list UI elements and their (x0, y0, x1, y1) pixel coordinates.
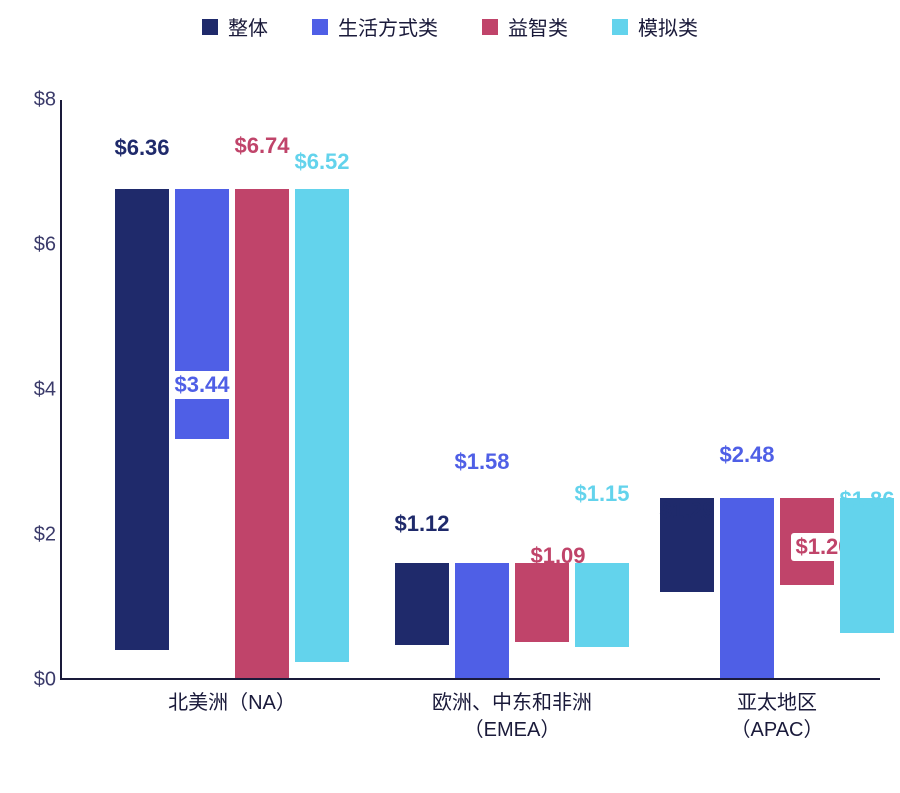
bar-group-apac: $1.29$2.48$1.20$1.86 (660, 498, 894, 678)
bar-value-label: $1.15 (557, 481, 647, 507)
bar-rect (515, 563, 569, 642)
bar-na-lifestyle: $3.44 (175, 189, 229, 678)
bar-emea-lifestyle: $1.58 (455, 563, 509, 678)
bar-emea-sim: $1.15 (575, 563, 629, 678)
bar-emea-puzzle: $1.09 (515, 563, 569, 678)
legend-label-overall: 整体 (228, 12, 268, 41)
x-axis-label-apac: 亚太地区（APAC） (657, 690, 897, 744)
bar-value-label: $6.36 (97, 135, 187, 161)
x-axis-label-line2: （EMEA） (392, 717, 632, 744)
bar-group-na: $6.36$3.44$6.74$6.52 (115, 189, 349, 678)
bar-na-overall: $6.36 (115, 189, 169, 678)
legend-item-lifestyle: 生活方式类 (312, 12, 438, 41)
y-tick-label: $4 (12, 379, 56, 402)
legend-swatch-sim (612, 19, 628, 35)
y-tick-label: $6 (12, 234, 56, 257)
bar-value-label: $1.29 (642, 498, 732, 524)
legend-item-sim: 模拟类 (612, 12, 698, 41)
bar-apac-lifestyle: $2.48 (720, 498, 774, 678)
bar-rect (395, 563, 449, 644)
x-axis-label-line1: 北美洲（NA） (112, 690, 352, 717)
legend-label-puzzle: 益智类 (508, 12, 568, 41)
bar-apac-sim: $1.86 (840, 498, 894, 678)
bar-apac-overall: $1.29 (660, 498, 714, 678)
legend-label-sim: 模拟类 (638, 12, 698, 41)
bar-value-label: $1.86 (822, 487, 900, 513)
x-axis-label-line2: （APAC） (657, 717, 897, 744)
bar-rect (295, 189, 349, 662)
bar-rect (115, 189, 169, 650)
bar-value-label: $2.48 (702, 442, 792, 468)
bar-rect (720, 498, 774, 678)
bar-rect (575, 563, 629, 646)
legend-swatch-lifestyle (312, 19, 328, 35)
bar-apac-puzzle: $1.20 (780, 498, 834, 678)
bar-value-label: $3.44 (170, 371, 233, 399)
x-axis-label-na: 北美洲（NA） (112, 690, 352, 717)
bar-value-label: $1.12 (377, 511, 467, 537)
y-tick-label: $8 (12, 89, 56, 112)
bar-value-label: $1.58 (437, 449, 527, 475)
bar-na-sim: $6.52 (295, 189, 349, 678)
bar-rect (840, 498, 894, 633)
x-axis-label-line1: 亚太地区 (657, 690, 897, 717)
legend: 整体 生活方式类 益智类 模拟类 (0, 12, 900, 41)
legend-label-lifestyle: 生活方式类 (338, 12, 438, 41)
x-axis-label-emea: 欧洲、中东和非洲（EMEA） (392, 690, 632, 744)
plot-area: $0$2$4$6$8$6.36$3.44$6.74$6.52北美洲（NA）$1.… (60, 100, 880, 680)
bar-rect (455, 563, 509, 678)
bar-emea-overall: $1.12 (395, 563, 449, 678)
bar-na-puzzle: $6.74 (235, 189, 289, 678)
y-tick-label: $2 (12, 524, 56, 547)
bar-group-emea: $1.12$1.58$1.09$1.15 (395, 563, 629, 678)
x-axis-label-line1: 欧洲、中东和非洲 (392, 690, 632, 717)
legend-swatch-puzzle (482, 19, 498, 35)
bar-rect (175, 189, 229, 438)
legend-swatch-overall (202, 19, 218, 35)
bar-value-label: $6.52 (277, 149, 367, 175)
legend-item-puzzle: 益智类 (482, 12, 568, 41)
bar-rect (235, 189, 289, 678)
y-tick-label: $0 (12, 669, 56, 692)
legend-item-overall: 整体 (202, 12, 268, 41)
